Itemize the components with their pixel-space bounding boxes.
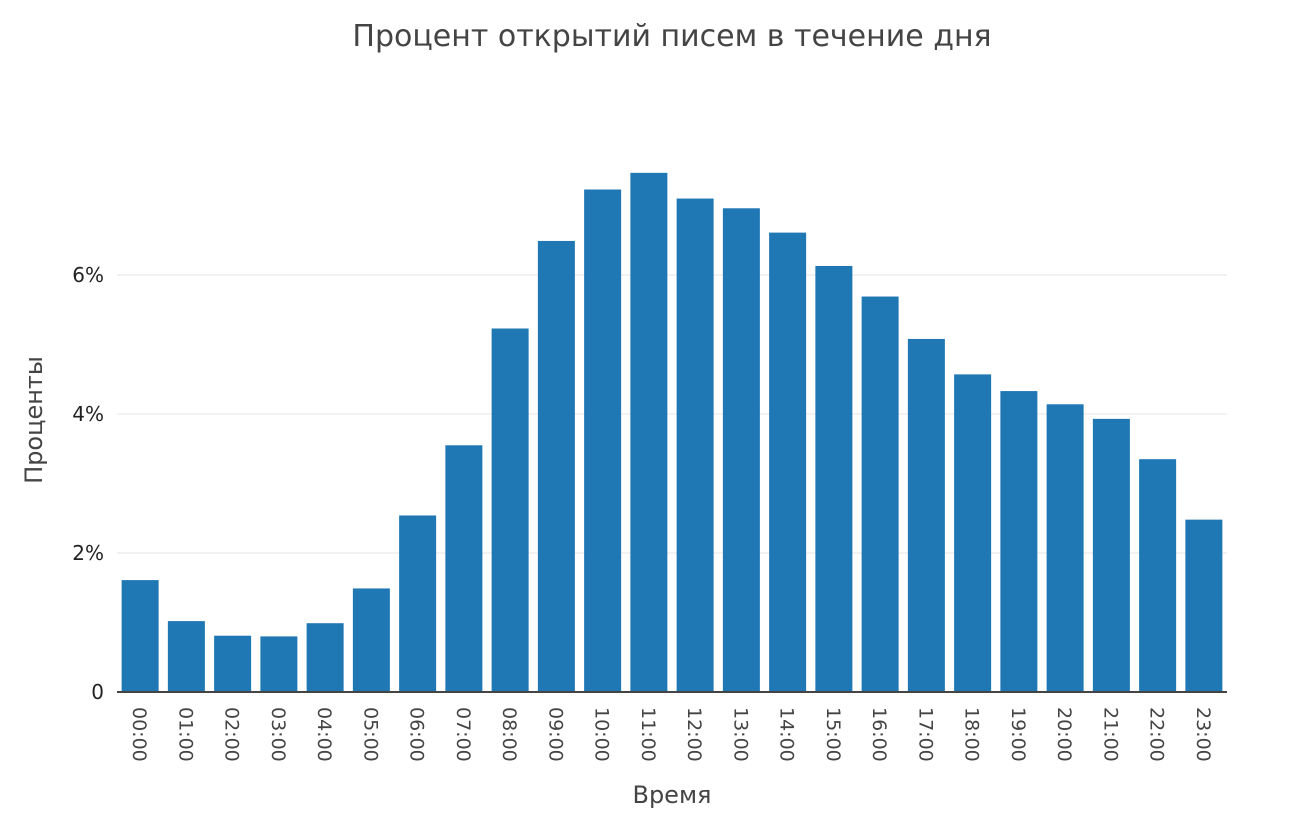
bar-1300 — [722, 208, 760, 692]
x-tick-label: 20:00 — [1053, 707, 1075, 762]
x-tick-label: 14:00 — [776, 707, 798, 762]
bar-1600 — [861, 296, 899, 692]
bar-0900 — [537, 240, 575, 692]
x-tick-label: 15:00 — [822, 707, 844, 762]
bar-1200 — [676, 198, 714, 693]
x-tick-label: 23:00 — [1192, 707, 1214, 762]
bar-0600 — [399, 515, 437, 692]
bar-1800 — [954, 374, 992, 692]
bars — [121, 172, 1223, 693]
bar-2200 — [1139, 459, 1177, 692]
x-tick-label: 10:00 — [591, 707, 613, 762]
x-tick-label: 04:00 — [313, 707, 335, 762]
bar-0200 — [214, 635, 252, 692]
bar-0500 — [352, 588, 390, 692]
y-tick-label: 4% — [72, 402, 104, 426]
x-tick-label: 19:00 — [1007, 707, 1029, 762]
bar-2100 — [1092, 418, 1130, 692]
bar-1400 — [769, 232, 807, 693]
bar-1100 — [630, 172, 668, 692]
bar-0300 — [260, 636, 298, 692]
bar-0100 — [167, 621, 205, 692]
bar-1900 — [1000, 391, 1038, 692]
bar-2300 — [1185, 519, 1223, 692]
x-tick-label: 11:00 — [637, 707, 659, 762]
bar-1700 — [907, 338, 945, 692]
bar-0700 — [445, 445, 483, 692]
x-tick-label: 12:00 — [683, 707, 705, 762]
bar-0800 — [491, 328, 529, 692]
bar-1500 — [815, 265, 853, 692]
x-tick-label: 16:00 — [868, 707, 890, 762]
x-tick-label: 09:00 — [544, 707, 566, 762]
x-tick-label: 22:00 — [1146, 707, 1168, 762]
x-tick-label: 07:00 — [452, 707, 474, 762]
x-tick-label: 03:00 — [267, 707, 289, 762]
x-tick-label: 02:00 — [221, 707, 243, 762]
y-tick-label: 2% — [72, 541, 104, 565]
x-tick-label: 01:00 — [174, 707, 196, 762]
x-tick-labels: 00:00 01:00 02:00 03:00 04:00 05:00 06:00 07:00… — [128, 707, 1214, 762]
y-tick-labels: 0 2% 4% 6% — [72, 263, 104, 704]
gridlines — [117, 274, 1227, 554]
y-tick-label: 0 — [91, 680, 104, 704]
bar-0400 — [306, 623, 344, 692]
x-tick-label: 21:00 — [1099, 707, 1121, 762]
x-tick-label: 18:00 — [961, 707, 983, 762]
x-tick-label: 13:00 — [729, 707, 751, 762]
bar-1000 — [584, 189, 622, 692]
bar-2000 — [1046, 404, 1084, 692]
x-tick-label: 05:00 — [359, 707, 381, 762]
y-axis-title: Проценты — [20, 356, 48, 484]
x-tick-label: 00:00 — [128, 707, 150, 762]
x-tick-label: 06:00 — [406, 707, 428, 762]
chart-title: Процент открытий писем в течение дня — [352, 19, 991, 54]
y-tick-label: 6% — [72, 263, 104, 287]
x-axis-title: Время — [632, 781, 711, 809]
x-tick-label: 08:00 — [498, 707, 520, 762]
x-tick-label: 17:00 — [914, 707, 936, 762]
bar-0000 — [121, 580, 159, 692]
